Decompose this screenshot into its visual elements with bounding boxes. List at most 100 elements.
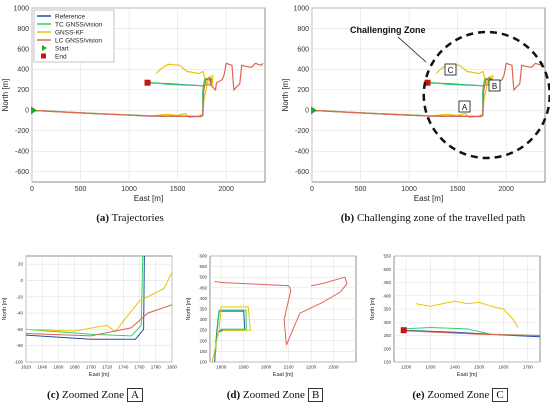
legend-label: LC GNSS/vision [55, 38, 102, 45]
series-line-tc-gnss-vision [214, 309, 247, 363]
y-tick-label: 300 [199, 317, 207, 322]
y-tick-label: 100 [199, 360, 207, 365]
y-tick-label: -400 [15, 149, 29, 156]
start-marker [311, 106, 317, 115]
y-tick-label: 300 [383, 320, 391, 325]
y-tick-label: 400 [297, 67, 309, 74]
zone-marker-label: B [492, 82, 497, 91]
series-line-lc-gnss-vision [403, 330, 541, 336]
y-tick-label: 250 [199, 328, 207, 333]
x-axis-label: East [m] [414, 194, 443, 203]
y-tick-label: 400 [199, 296, 207, 301]
x-tick-label: 1500 [170, 186, 186, 193]
y-tick-label: 400 [17, 67, 29, 74]
plot-area [25, 255, 173, 363]
y-tick-label: 450 [199, 285, 207, 290]
caption-d: (d) Zoomed Zone B [200, 388, 350, 402]
y-tick-label: 550 [383, 254, 391, 259]
y-tick-label: 1000 [13, 5, 29, 12]
y-tick-label: -100 [14, 360, 24, 365]
y-tick-label: -600 [295, 169, 309, 176]
series-line-lc-gnss-vision [25, 304, 173, 337]
y-tick-label: 500 [383, 267, 391, 272]
zone-marker-box-a [458, 100, 471, 113]
x-tick-label: 0 [30, 186, 34, 193]
caption-a: (a) Trajectories [96, 212, 164, 224]
y-tick-label: -400 [295, 149, 309, 156]
y-tick-label: 600 [297, 46, 309, 53]
y-tick-label: 600 [17, 46, 29, 53]
x-tick-label: 1800 [167, 365, 178, 370]
y-tick-label: -60 [16, 327, 23, 332]
series-line-gnss-kf [211, 306, 251, 363]
start-marker [31, 106, 37, 115]
legend-label: TC GNSS/vision [55, 22, 103, 29]
y-tick-label: 250 [383, 333, 391, 338]
y-tick-label: 500 [199, 275, 207, 280]
legend-label: GNSS-KF [55, 30, 84, 37]
x-tick-label: 500 [75, 186, 87, 193]
x-axis-label: East [m] [134, 194, 163, 203]
x-tick-label: 1400 [450, 365, 461, 370]
caption-b: (b) Challenging zone of the travelled pa… [340, 212, 526, 224]
x-tick-label: 1500 [450, 186, 466, 193]
x-axis-label: East [m] [273, 372, 294, 378]
series-line-tc-gnss-vision [25, 255, 144, 337]
y-tick-label: 200 [199, 338, 207, 343]
y-tick-label: 0 [20, 278, 23, 283]
x-tick-label: 1300 [425, 365, 436, 370]
y-tick-label: 350 [383, 307, 391, 312]
legend-label: End [55, 54, 67, 61]
zone-marker-label: C [448, 66, 454, 75]
x-tick-label: 1900 [239, 365, 250, 370]
x-tick-label: 1700 [86, 365, 97, 370]
x-tick-label: 1640 [37, 365, 48, 370]
x-tick-label: 1780 [151, 365, 162, 370]
chart-c: 1620 1640 1660 1680 1700 1720 1740 1760 1780 1800… [2, 255, 178, 378]
end-marker [400, 327, 407, 334]
y-tick-label: 550 [199, 264, 207, 269]
x-axis-label: East [m] [89, 372, 110, 378]
end-marker [144, 79, 151, 86]
y-tick-label: 200 [297, 87, 309, 94]
caption-e: (e) Zoomed Zone C [385, 388, 535, 402]
x-tick-label: 1200 [401, 365, 412, 370]
legend-box [33, 9, 115, 63]
y-axis-label: North [m] [370, 297, 376, 320]
x-tick-label: 1620 [21, 365, 32, 370]
zone-marker-box-b [488, 79, 501, 92]
y-tick-label: 800 [17, 26, 29, 33]
x-tick-label: 2200 [306, 365, 317, 370]
y-tick-label: 20 [18, 262, 24, 267]
x-axis-label: East [m] [457, 372, 478, 378]
legend-end-marker [41, 53, 46, 59]
y-tick-label: 150 [199, 349, 207, 354]
y-tick-label: -80 [16, 343, 23, 348]
series-line-lc-gnss-vision [311, 62, 544, 118]
chart-e: 1200 1300 1400 1500 1600 1700 150 200 250 300 350 4… [370, 254, 541, 378]
x-tick-label: 0 [310, 186, 314, 193]
y-tick-label: 400 [383, 293, 391, 298]
y-tick-label: 450 [383, 280, 391, 285]
x-tick-label: 1740 [118, 365, 129, 370]
challenging-zone-label: Challenging Zone [350, 25, 426, 35]
x-tick-label: 1800 [216, 365, 227, 370]
x-tick-label: 1660 [53, 365, 64, 370]
y-tick-label: 200 [383, 346, 391, 351]
zone-marker-label: A [462, 103, 468, 112]
end-marker [424, 79, 431, 86]
x-tick-label: 1000 [121, 186, 137, 193]
y-tick-label: 600 [199, 254, 207, 259]
y-axis-label: North [m] [1, 79, 10, 112]
x-tick-label: 1760 [135, 365, 146, 370]
y-tick-label: 0 [305, 108, 309, 115]
x-tick-label: 1720 [102, 365, 113, 370]
x-tick-label: 2100 [284, 365, 295, 370]
x-tick-label: 1500 [474, 365, 485, 370]
caption-c: (c) Zoomed Zone A [20, 388, 170, 402]
y-tick-label: -600 [15, 169, 29, 176]
y-tick-label: 150 [383, 360, 391, 365]
y-tick-label: -200 [15, 128, 29, 135]
series-line-reference [25, 255, 145, 340]
x-tick-label: 2300 [329, 365, 340, 370]
